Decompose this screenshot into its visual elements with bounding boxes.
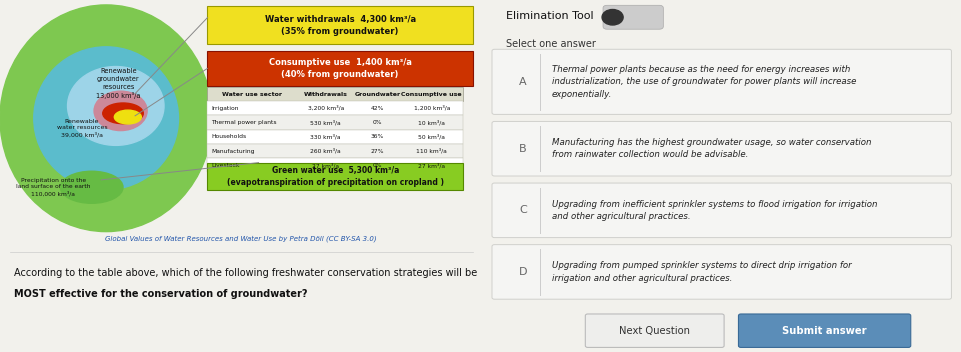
FancyBboxPatch shape [492,183,951,238]
Text: Irrigation: Irrigation [211,106,238,111]
Ellipse shape [67,67,164,145]
Text: D: D [519,267,528,277]
Text: Consumptive use: Consumptive use [402,92,462,97]
Text: Select one answer: Select one answer [506,39,596,49]
Text: 530 km³/a: 530 km³/a [310,120,341,125]
Text: Thermal power plants because as the need for energy increases with
industrializa: Thermal power plants because as the need… [552,65,856,99]
FancyBboxPatch shape [208,130,463,144]
Text: Elimination Tool: Elimination Tool [506,11,594,21]
Text: B: B [519,144,527,154]
Ellipse shape [34,47,179,190]
FancyBboxPatch shape [492,245,951,299]
Text: 27%: 27% [371,149,384,153]
FancyBboxPatch shape [208,115,463,130]
Text: Renewable
groundwater
resources
13,000 km³/a: Renewable groundwater resources 13,000 k… [96,69,140,99]
Text: 260 km³/a: 260 km³/a [310,148,341,154]
Text: 27 km³/a: 27 km³/a [418,163,445,168]
Text: Groundwater: Groundwater [355,92,401,97]
Text: Withdrawals: Withdrawals [304,92,348,97]
Text: Livestock: Livestock [211,163,240,168]
Text: Thermal power plants: Thermal power plants [211,120,277,125]
Text: 0%: 0% [373,120,382,125]
Ellipse shape [0,5,212,232]
FancyBboxPatch shape [738,314,911,347]
Text: 1,200 km³/a: 1,200 km³/a [413,105,450,111]
Text: Upgrading from inefficient sprinkler systems to flood irrigation for irrigation
: Upgrading from inefficient sprinkler sys… [552,200,877,221]
Text: Submit answer: Submit answer [782,326,867,336]
Text: 110 km³/a: 110 km³/a [416,148,447,154]
Text: C: C [519,205,527,215]
Circle shape [114,110,141,124]
Text: According to the table above, which of the following freshwater conservation str: According to the table above, which of t… [14,268,478,278]
FancyBboxPatch shape [585,314,724,347]
Text: A: A [519,77,527,87]
Text: 3,200 km³/a: 3,200 km³/a [308,105,344,111]
Text: Renewable
water resources
39,000 km³/a: Renewable water resources 39,000 km³/a [57,119,108,137]
FancyBboxPatch shape [492,49,951,114]
FancyBboxPatch shape [208,144,463,158]
Ellipse shape [94,91,147,131]
Text: Next Question: Next Question [619,326,690,336]
FancyBboxPatch shape [492,121,951,176]
Text: MOST effective for the conservation of groundwater?: MOST effective for the conservation of g… [14,289,308,299]
Text: 10 km³/a: 10 km³/a [418,120,445,125]
FancyBboxPatch shape [208,158,463,172]
FancyBboxPatch shape [208,101,463,115]
FancyBboxPatch shape [208,163,463,190]
Text: 0%: 0% [373,163,382,168]
FancyBboxPatch shape [603,5,663,29]
Text: 27 km³/a: 27 km³/a [312,163,339,168]
Circle shape [61,171,123,203]
Text: 50 km³/a: 50 km³/a [418,134,445,139]
FancyBboxPatch shape [208,87,463,101]
Circle shape [602,10,623,25]
Text: Water withdrawals  4,300 km³/a
(35% from groundwater): Water withdrawals 4,300 km³/a (35% from … [264,14,416,36]
Text: 330 km³/a: 330 km³/a [310,134,341,139]
Text: Global Values of Water Resources and Water Use by Petra Döll (CC BY-SA 3.0): Global Values of Water Resources and Wat… [106,236,377,242]
Text: Manufacturing: Manufacturing [211,149,255,153]
Text: Consumptive use  1,400 km³/a
(40% from groundwater): Consumptive use 1,400 km³/a (40% from gr… [269,58,411,79]
Text: 42%: 42% [371,106,384,111]
FancyBboxPatch shape [208,50,473,86]
FancyBboxPatch shape [208,6,473,44]
Text: Precipitation onto the
land surface of the earth
110,000 km³/a: Precipitation onto the land surface of t… [15,178,90,196]
Circle shape [103,103,143,124]
Text: Water use sector: Water use sector [222,92,283,97]
Text: Upgrading from pumped sprinkler systems to direct drip irrigation for
irrigation: Upgrading from pumped sprinkler systems … [552,261,851,283]
Text: Households: Households [211,134,246,139]
Text: Manufacturing has the highest groundwater usage, so water conservation
from rain: Manufacturing has the highest groundwate… [552,138,872,159]
Text: Green water use  5,300 km³/a
(evapotranspiration of precipitation on cropland ): Green water use 5,300 km³/a (evapotransp… [227,166,444,187]
Text: 36%: 36% [371,134,384,139]
